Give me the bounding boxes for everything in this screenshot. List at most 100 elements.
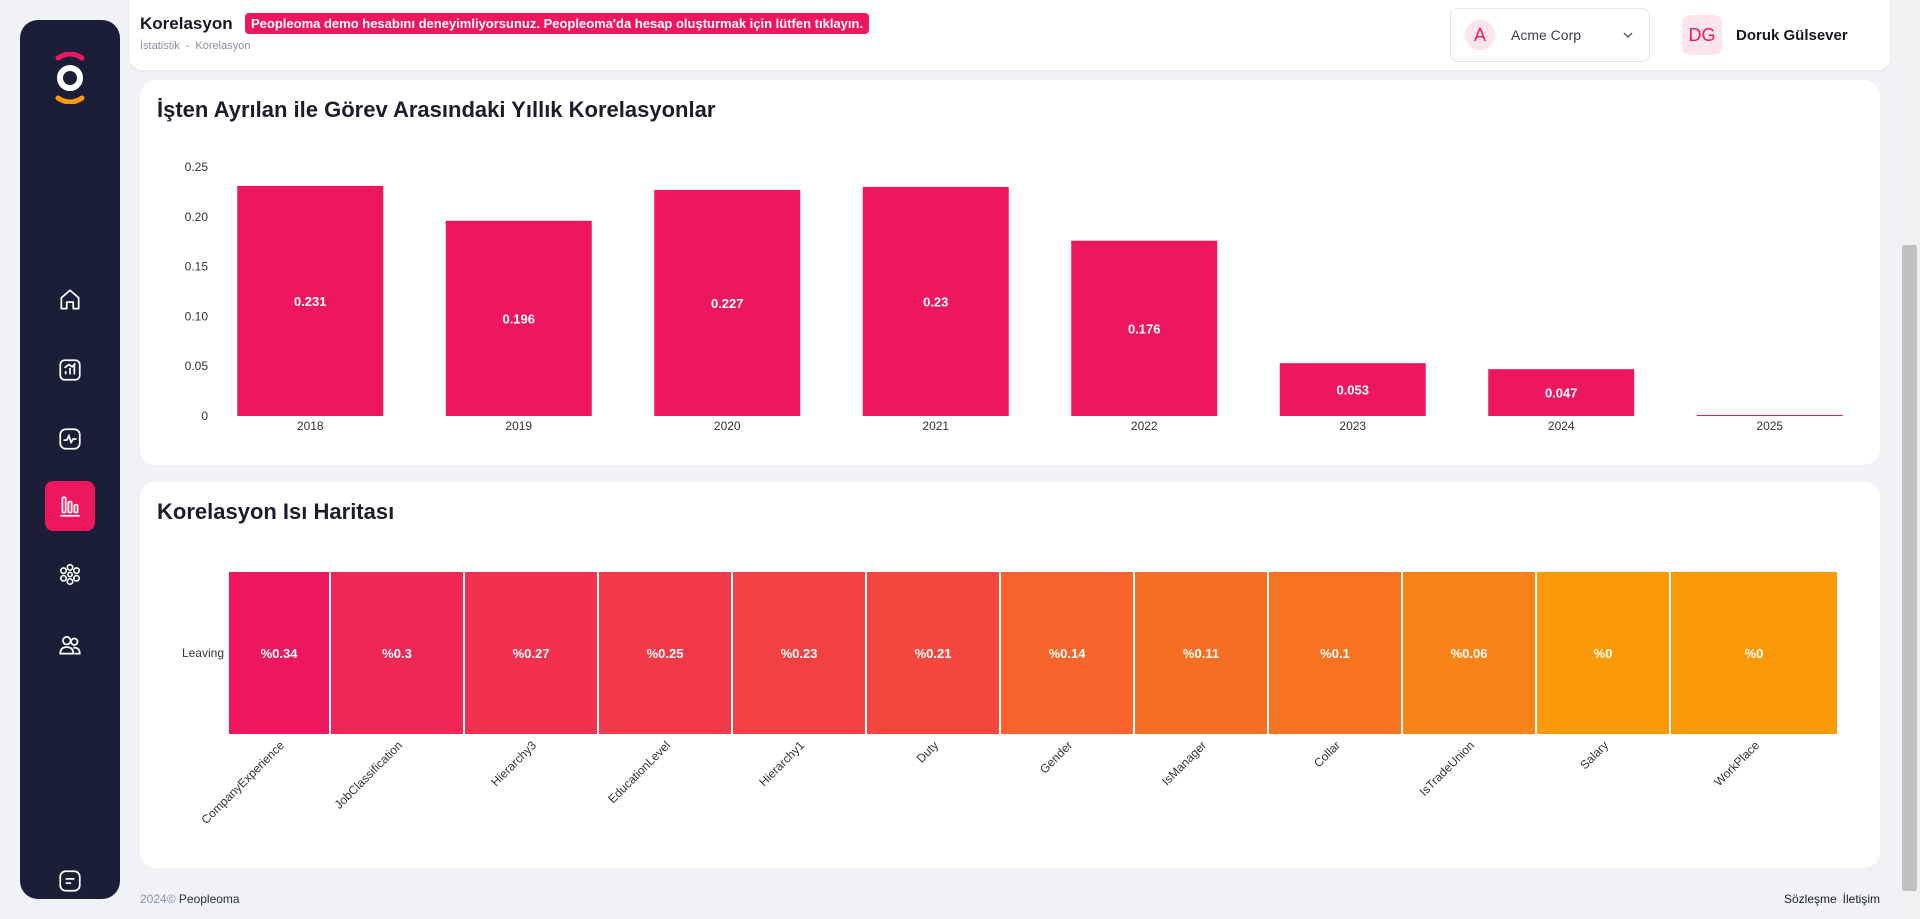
heatmap-column-label: Salary [1577, 738, 1611, 772]
heatmap-cell[interactable] [1671, 572, 1837, 734]
footer-copyright: 2024© Peopleoma [140, 892, 240, 906]
bar-value-label: 0.053 [1336, 383, 1369, 398]
x-tick-label: 2023 [1339, 419, 1366, 433]
breadcrumb-correlation[interactable]: Korelasyon [195, 40, 251, 52]
heatmap-cell-label: %0.06 [1451, 646, 1488, 661]
bar[interactable] [654, 189, 801, 416]
footer-brand: Peopleoma [178, 892, 240, 906]
bar-value-label: 0.23 [923, 294, 948, 309]
y-tick-label: 0.05 [185, 359, 209, 373]
heatmap-column-label: Hierarchy3 [488, 738, 539, 789]
pulse-icon [59, 428, 81, 450]
heatmap-cell-label: %0.34 [261, 646, 299, 661]
user-menu[interactable]: DG Doruk Gülsever [1682, 15, 1848, 55]
user-name: Doruk Gülsever [1736, 26, 1848, 44]
sidebar-item-home[interactable] [45, 275, 95, 325]
bar[interactable] [1071, 240, 1218, 416]
correlation-heatmap: Leaving %0.34 CompanyExperience %0.3 JobClas… [182, 572, 1837, 827]
heatmap-column-label: IsTradeUnion [1417, 738, 1478, 799]
x-tick-label: 2020 [714, 419, 741, 433]
heatmap-cell[interactable] [1001, 572, 1133, 734]
bar-value-label: 0.176 [1128, 321, 1161, 336]
avatar: DG [1682, 15, 1722, 55]
heatmap-cell[interactable] [733, 572, 865, 734]
heatmap-column-label: Duty [914, 738, 941, 765]
heatmap-cell[interactable] [599, 572, 731, 734]
heatmap-row-label: Leaving [182, 646, 224, 660]
bar-value-label: 0.227 [711, 296, 744, 311]
heatmap-cell-label: %0 [1594, 646, 1613, 661]
heatmap-cell-label: %0.25 [647, 646, 684, 661]
chevron-down-icon [1623, 32, 1633, 39]
demo-account-banner[interactable]: Peopleoma demo hesabını deneyimliyorsunu… [245, 13, 870, 34]
heatmap-cell[interactable] [1269, 572, 1401, 734]
footer-link-agreement[interactable]: Sözleşme [1783, 892, 1837, 906]
heatmap-column-label: Gender [1037, 738, 1075, 776]
footer-year: 2024 [140, 892, 167, 906]
sidebar-item-analytics[interactable] [45, 345, 95, 395]
bar[interactable] [1279, 363, 1426, 416]
network-icon [59, 563, 81, 586]
breadcrumb-statistics[interactable]: İstatistik [140, 40, 180, 52]
peopleoma-logo[interactable] [50, 51, 90, 105]
notes-icon [59, 870, 81, 892]
heatmap-column-label: EducationLevel [605, 738, 673, 806]
heatmap-cell-label: %0.27 [513, 646, 550, 661]
x-tick-label: 2021 [922, 419, 949, 433]
yearly-correlation-card: İşten Ayrılan ile Görev Arasındaki Yıllı… [140, 80, 1880, 465]
heatmap-cell[interactable] [1537, 572, 1669, 734]
y-tick-label: 0.10 [185, 309, 209, 323]
page-title: Korelasyon [140, 14, 233, 33]
bar-value-label: 0.231 [294, 294, 327, 309]
footer-copyright-symbol: © [166, 892, 176, 906]
y-tick-label: 0.25 [185, 160, 209, 174]
sidebar-item-notes[interactable] [45, 856, 95, 906]
sidebar-item-statistics[interactable] [45, 481, 95, 531]
heatmap-column-label: Hierarchy1 [756, 738, 807, 789]
x-tick-label: 2025 [1756, 419, 1783, 433]
y-tick-label: 0.15 [185, 260, 209, 274]
sidebar-item-activity[interactable] [45, 414, 95, 464]
heatmap-title: Korelasyon Isı Haritası [157, 499, 395, 524]
bar-value-label: 0.047 [1545, 386, 1578, 401]
bar[interactable] [445, 220, 592, 416]
bar-chart-title: İşten Ayrılan ile Görev Arasındaki Yıllı… [157, 97, 716, 122]
y-tick-label: 0.20 [185, 210, 209, 224]
company-avatar: A [1465, 20, 1495, 50]
x-tick-label: 2019 [505, 419, 532, 433]
bar[interactable] [862, 186, 1009, 416]
breadcrumb-separator: - [185, 40, 190, 52]
bar[interactable] [237, 185, 384, 416]
heatmap-cell-label: %0.14 [1049, 646, 1087, 661]
yearly-correlation-bar-chart: 0 0.05 0.10 0.15 0.20 0.25 0.231 2018 0.196 2019 0… [185, 160, 1843, 433]
heatmap-cell[interactable] [867, 572, 999, 734]
bar[interactable] [1696, 415, 1843, 416]
y-tick-label: 0 [201, 409, 208, 423]
heatmap-cell[interactable] [1403, 572, 1535, 734]
heatmap-cell[interactable] [331, 572, 463, 734]
x-tick-label: 2024 [1548, 419, 1575, 433]
top-header: Korelasyon Peopleoma demo hesabını deney… [130, 0, 1890, 70]
bar-value-label: 0.196 [502, 311, 535, 326]
correlation-heatmap-card: Korelasyon Isı Haritası Leaving %0.34 Comp… [140, 482, 1880, 868]
company-select[interactable]: A Acme Corp [1450, 8, 1650, 62]
heatmap-cell-label: %0 [1745, 646, 1764, 661]
heatmap-cell[interactable] [465, 572, 597, 734]
sidebar-item-users[interactable] [45, 620, 95, 670]
users-icon [59, 636, 81, 655]
bar[interactable] [1488, 369, 1635, 416]
sidebar [20, 20, 120, 899]
heatmap-column-label: CompanyExperience [198, 738, 287, 827]
breadcrumb: İstatistik - Korelasyon [140, 40, 250, 52]
home-icon [60, 289, 80, 310]
heatmap-column-label: WorkPlace [1711, 738, 1762, 789]
heatmap-column-label: JobClassification [332, 738, 406, 812]
sidebar-item-organization[interactable] [45, 550, 95, 600]
heatmap-cell[interactable] [1135, 572, 1267, 734]
bar-chart-icon [60, 496, 80, 517]
heatmap-cell-label: %0.11 [1183, 646, 1219, 661]
footer-link-contact[interactable]: İletişim [1842, 892, 1880, 906]
heatmap-cell[interactable] [229, 572, 329, 734]
x-tick-label: 2022 [1131, 419, 1158, 433]
scrollbar-thumb[interactable] [1902, 245, 1917, 891]
